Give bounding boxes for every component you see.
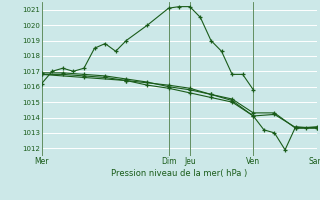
X-axis label: Pression niveau de la mer( hPa ): Pression niveau de la mer( hPa ) bbox=[111, 169, 247, 178]
